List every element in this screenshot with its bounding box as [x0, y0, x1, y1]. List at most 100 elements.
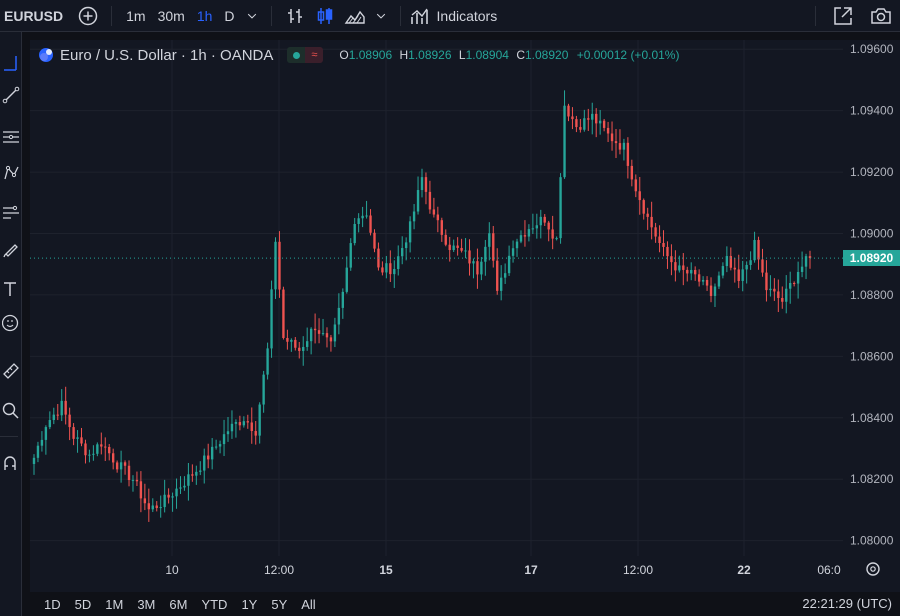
- candles-icon: [317, 7, 332, 24]
- timeframe-1h-button[interactable]: 1h: [196, 7, 213, 24]
- range-1y-button[interactable]: 1Y: [241, 596, 258, 612]
- candle-body: [199, 470, 202, 472]
- range-1m-button[interactable]: 1M: [105, 596, 124, 612]
- candle-body: [792, 282, 796, 284]
- candle-body: [32, 457, 36, 464]
- market-status-pill[interactable]: ≈: [287, 47, 324, 63]
- timeframe-dropdown-button[interactable]: [241, 0, 263, 32]
- candle-body: [305, 341, 309, 347]
- candle-body: [785, 288, 788, 302]
- candle-body: [658, 236, 661, 243]
- range-5y-button[interactable]: 5Y: [271, 596, 288, 612]
- candle-body: [539, 216, 542, 226]
- range-1d-button[interactable]: 1D: [44, 596, 61, 612]
- candle-body: [222, 434, 226, 445]
- area-chart-style-button[interactable]: [340, 0, 370, 32]
- text-icon: [4, 282, 16, 296]
- candle-body: [187, 474, 190, 486]
- candle-body: [416, 190, 420, 212]
- candle-body: [559, 177, 562, 239]
- low-key: L: [458, 48, 466, 62]
- magnet-tool-button[interactable]: [0, 452, 22, 474]
- candle-body: [179, 487, 182, 489]
- candle-body: [135, 479, 139, 482]
- candle-body: [511, 248, 515, 256]
- price-tick-label: 1.08200: [850, 472, 894, 486]
- candle-body: [472, 261, 475, 264]
- candle-body: [448, 244, 451, 251]
- candle-body: [290, 339, 293, 342]
- indicators-button[interactable]: Indicators: [409, 0, 498, 32]
- timeframe-30m-button[interactable]: 30m: [157, 7, 185, 24]
- candle-body: [587, 118, 590, 120]
- brush-tool-button[interactable]: [0, 238, 22, 260]
- plot-background: [30, 40, 843, 556]
- candle-body: [789, 282, 792, 289]
- candle-body: [226, 431, 230, 435]
- candle-body: [44, 427, 48, 440]
- chart-style-dropdown-button[interactable]: [370, 0, 392, 32]
- candle-body: [614, 141, 618, 144]
- utc-clock[interactable]: 22:21:29 (UTC): [802, 596, 892, 611]
- trend-line-tool-button[interactable]: [0, 84, 22, 106]
- symbol-title[interactable]: Euro / U.S. Dollar · 1h · OANDA: [60, 46, 274, 64]
- timeframe-d-button[interactable]: D: [224, 7, 235, 24]
- candle-body: [234, 422, 238, 424]
- candle-body: [686, 269, 689, 274]
- indicators-icon: [410, 8, 428, 24]
- market-open-dot: [287, 47, 306, 63]
- candle-body: [519, 235, 523, 242]
- toolbar-divider: [111, 5, 113, 26]
- range-all-button[interactable]: All: [301, 596, 316, 612]
- axis-settings-icon[interactable]: [866, 562, 880, 576]
- timeframe-1m-button[interactable]: 1m: [126, 7, 146, 24]
- candle-body: [436, 214, 440, 221]
- range-6m-button[interactable]: 6M: [169, 596, 188, 612]
- forecast-tool-button[interactable]: [0, 202, 22, 224]
- candle-body: [270, 289, 273, 349]
- candle-body: [218, 444, 222, 447]
- snapshot-button[interactable]: [862, 0, 900, 32]
- candle-body: [325, 333, 329, 338]
- fib-tool-button[interactable]: [0, 126, 22, 148]
- measure-tool-button[interactable]: [0, 360, 22, 382]
- crosshair-tool-button[interactable]: [0, 52, 22, 74]
- fullscreen-button[interactable]: [824, 0, 862, 32]
- candle-body: [460, 247, 463, 251]
- pattern-tool-button[interactable]: [0, 162, 22, 184]
- fib-levels-icon: [3, 131, 19, 143]
- time-tick-label: 22: [737, 563, 751, 577]
- brush-icon: [3, 244, 18, 258]
- candle-body: [480, 261, 483, 275]
- candle-body: [84, 443, 87, 456]
- bar-chart-style-button[interactable]: [280, 0, 310, 32]
- close-key: C: [516, 48, 525, 62]
- candle-body: [804, 256, 808, 267]
- candle-body: [598, 120, 602, 124]
- emoji-tool-button[interactable]: [0, 312, 22, 334]
- indicators-label: Indicators: [436, 7, 498, 24]
- candle-body: [567, 105, 570, 117]
- candle-body: [488, 233, 491, 247]
- candle-body: [167, 494, 170, 498]
- candle-body: [420, 177, 424, 191]
- range-ytd-button[interactable]: YTD: [201, 596, 228, 612]
- range-3m-button[interactable]: 3M: [137, 596, 156, 612]
- candle-body: [507, 255, 511, 274]
- candles-chart-style-button[interactable]: [310, 0, 340, 32]
- candle-body: [282, 289, 285, 338]
- candle-body: [626, 142, 630, 166]
- ohlc-values: O1.08906 H1.08926 L1.08904 C1.08920 +0.0…: [335, 48, 679, 62]
- text-tool-button[interactable]: [0, 278, 22, 300]
- range-5d-button[interactable]: 5D: [74, 596, 92, 612]
- candle-body: [579, 127, 582, 130]
- compare-add-button[interactable]: [73, 0, 103, 32]
- zoom-tool-button[interactable]: [0, 400, 22, 422]
- candle-body: [175, 488, 178, 497]
- symbol-search-button[interactable]: EURUSD: [4, 7, 64, 24]
- high-key: H: [399, 48, 409, 62]
- candle-body: [56, 414, 59, 416]
- candle-body: [127, 465, 131, 481]
- candle-body: [674, 262, 677, 271]
